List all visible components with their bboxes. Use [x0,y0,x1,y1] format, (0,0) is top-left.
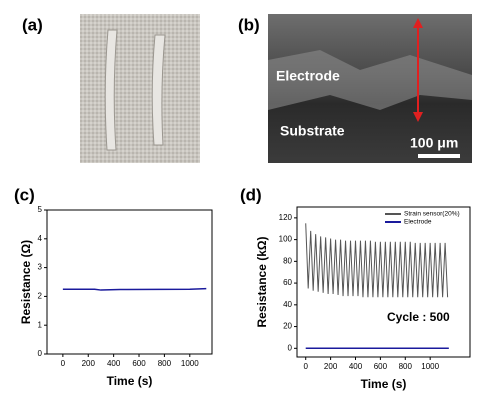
x-tick-label: 0 [61,359,66,368]
y-tick-label: 1 [38,320,43,329]
image-annotation: Substrate [280,123,345,139]
x-axis-label: Time (s) [107,374,153,388]
fabric-photo [80,14,200,163]
scale-bar [418,154,460,158]
x-tick-label: 200 [324,362,338,371]
x-tick-label: 0 [303,362,308,371]
y-tick-label: 0 [288,343,293,352]
x-axis-label: Time (s) [361,377,407,391]
y-tick-label: 20 [283,322,292,331]
x-tick-label: 600 [374,362,388,371]
y-axis-label: Resistance (Ω) [19,240,33,324]
plot-frame [46,209,213,355]
plot-frame [296,206,471,358]
y-tick-label: 4 [38,234,43,243]
y-tick-label: 2 [38,292,43,301]
annotation: Cycle : 500 [387,310,450,324]
x-tick-label: 600 [132,359,146,368]
electrode-stripe [104,29,118,151]
y-tick-label: 100 [279,235,293,244]
legend-label: Strain sensor(20%) [404,211,460,218]
y-tick-label: 120 [279,213,293,222]
y-tick-label: 60 [283,278,292,287]
series-line [62,287,207,291]
x-tick-label: 800 [399,362,413,371]
legend-label: Electrode [404,219,432,226]
y-tick-label: 5 [38,205,43,214]
y-tick-label: 40 [283,300,292,309]
image-annotation: Electrode [276,68,340,84]
x-tick-label: 200 [82,359,96,368]
x-tick-label: 400 [107,359,121,368]
y-tick-label: 0 [38,349,43,358]
x-tick-label: 800 [158,359,172,368]
y-axis-label: Resistance (kΩ) [255,237,269,328]
y-tick-label: 80 [283,256,292,265]
y-tick-label: 3 [38,263,43,272]
electrode-stripe [151,34,166,146]
series-line [305,223,449,298]
x-tick-label: 1000 [421,362,439,371]
panel-label: (a) [22,15,43,34]
panel-label: (b) [238,15,260,34]
sem-texture [268,50,472,110]
x-tick-label: 1000 [181,359,199,368]
panel-label: (c) [14,185,35,204]
scale-bar-label: 100 μm [410,135,458,151]
panel-label: (d) [240,185,262,204]
x-tick-label: 400 [349,362,363,371]
